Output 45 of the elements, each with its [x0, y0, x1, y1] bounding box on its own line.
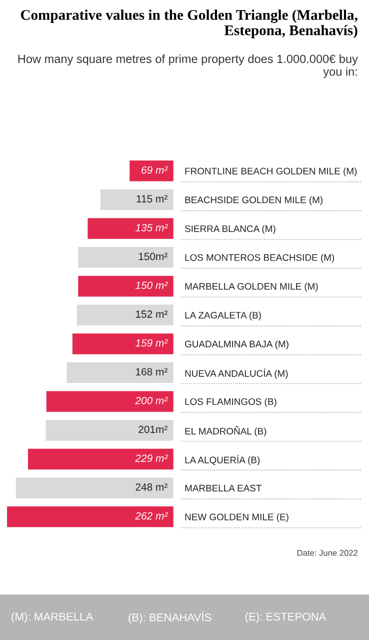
bar	[16, 478, 174, 498]
data-label: 159 m²	[135, 339, 168, 347]
data-label: 150m²	[138, 252, 168, 260]
data-label: 115 m²	[136, 195, 168, 203]
bar	[76, 304, 174, 326]
bar	[7, 506, 174, 528]
data-label: 262 m²	[135, 512, 168, 520]
data-label: 229 m²	[135, 454, 168, 462]
y-tick-label: FRONTLINE BEACH GOLDEN MILE (M)	[185, 167, 357, 176]
bar	[46, 391, 174, 412]
bar	[100, 189, 174, 210]
y-tick-label: MARBELLA GOLDEN MILE (M)	[185, 282, 318, 292]
y-tick-label: MARBELLA EAST	[185, 484, 262, 492]
y-tick-label: LA ALQUERÍA (B)	[185, 455, 260, 466]
text: Date: June 2022	[297, 550, 358, 556]
bar	[46, 420, 174, 441]
data-label: 152 m²	[136, 310, 168, 318]
y-tick-label: LA ZAGALETA (B)	[185, 312, 261, 320]
data-label: 69 m²	[142, 166, 168, 174]
bar	[88, 218, 174, 239]
bar	[28, 448, 174, 470]
bar	[130, 160, 174, 182]
data-label: 200 m²	[135, 396, 168, 404]
data-label: 248 m²	[136, 483, 168, 491]
data-label: 150 m²	[135, 282, 168, 289]
data-label: 135 m²	[135, 224, 168, 232]
y-tick-label: SIERRA BLANCA (M)	[184, 225, 276, 234]
chart-subtitle: How many square metres of prime property does 1.000.000€ buy you in:	[18, 54, 358, 78]
y-tick-label: LOS FLAMINGOS (B)	[185, 398, 276, 407]
y-tick-label: GUADALMINA BAJA (M)	[185, 340, 288, 350]
bar	[78, 276, 174, 297]
bar	[66, 362, 174, 384]
y-tick-label: NEW GOLDEN MILE (E)	[185, 513, 288, 522]
y-tick-label: NUEVA ANDALUCÍA (M)	[185, 368, 288, 379]
text: (M): MARBELLA	[12, 612, 94, 623]
data-label: 201m²	[138, 426, 168, 434]
y-tick-label: BEACHSIDE GOLDEN MILE (M)	[185, 196, 322, 206]
bar	[78, 246, 174, 268]
text: (E): ESTEPONA	[245, 612, 326, 623]
bar	[72, 333, 174, 354]
y-tick-label: LOS MONTEROS BEACHSIDE (M)	[185, 254, 334, 263]
y-tick-label: EL MADROÑAL (B)	[185, 426, 266, 436]
chart-title: Comparative values in the Golden Triangle (Marbella, Estepona, Benahavís)	[20, 10, 358, 38]
data-label: 168 m²	[136, 368, 168, 376]
text: (B): BENAHAVÍS	[128, 612, 212, 624]
